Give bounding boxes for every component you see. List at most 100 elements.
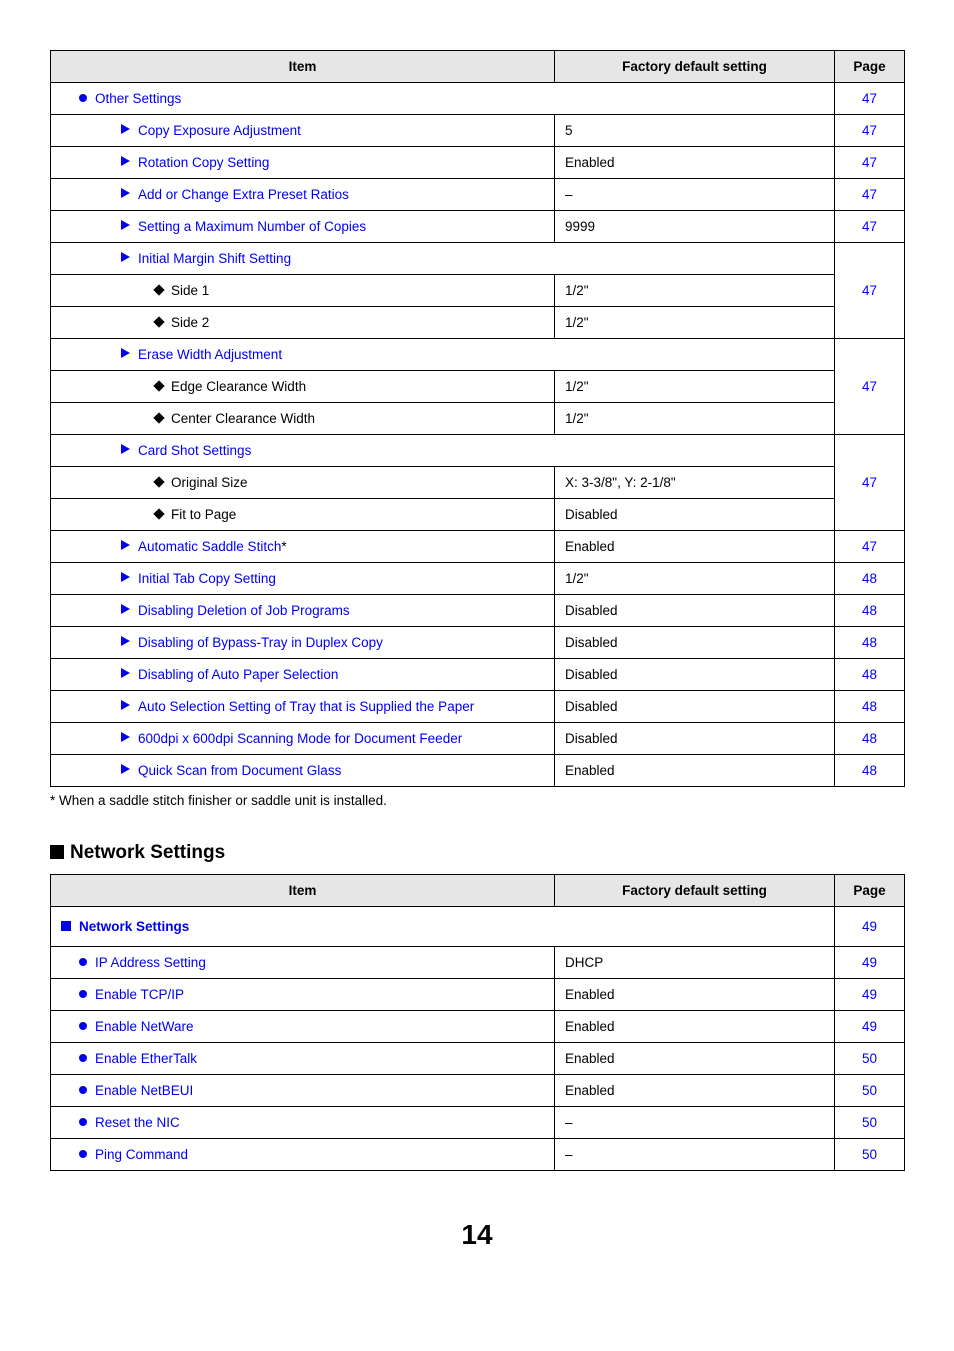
item-cell: Setting a Maximum Number of Copies	[51, 211, 555, 243]
table-row: Disabling of Bypass-Tray in Duplex Copy D…	[51, 627, 905, 659]
item-cell: Quick Scan from Document Glass	[51, 755, 555, 787]
value-cell: Disabled	[555, 659, 835, 691]
page-link[interactable]: 49	[835, 907, 905, 947]
setting-link[interactable]: Other Settings	[79, 91, 181, 106]
item-cell: Ping Command	[51, 1139, 555, 1171]
table-row: Enable TCP/IP Enabled49	[51, 979, 905, 1011]
item-cell: Rotation Copy Setting	[51, 147, 555, 179]
page-link[interactable]: 48	[835, 755, 905, 787]
table-row: Ping Command–50	[51, 1139, 905, 1171]
table-row: 600dpi x 600dpi Scanning Mode for Docume…	[51, 723, 905, 755]
setting-link[interactable]: Reset the NIC	[79, 1115, 180, 1130]
page-link[interactable]: 47	[835, 147, 905, 179]
value-cell: Enabled	[555, 755, 835, 787]
page-link[interactable]: 47	[835, 339, 905, 435]
page-link[interactable]: 47	[835, 115, 905, 147]
setting-link[interactable]: Disabling of Bypass-Tray in Duplex Copy	[121, 635, 383, 650]
setting-link[interactable]: IP Address Setting	[79, 955, 206, 970]
item-cell: Side 1	[51, 275, 555, 307]
value-cell: Disabled	[555, 723, 835, 755]
setting-link[interactable]: Ping Command	[79, 1147, 188, 1162]
page-link[interactable]: 50	[835, 1107, 905, 1139]
page-link[interactable]: 48	[835, 595, 905, 627]
item-cell: Other Settings	[51, 83, 835, 115]
page-link[interactable]: 48	[835, 627, 905, 659]
setting-link[interactable]: Card Shot Settings	[121, 443, 251, 458]
value-cell: –	[555, 1107, 835, 1139]
table-row: Disabling of Auto Paper Selection Disable…	[51, 659, 905, 691]
setting-link[interactable]: Setting a Maximum Number of Copies	[121, 219, 366, 234]
table-row: Copy Exposure Adjustment547	[51, 115, 905, 147]
setting-link[interactable]: Disabling Deletion of Job Programs	[121, 603, 350, 618]
item-cell: Enable EtherTalk	[51, 1043, 555, 1075]
table-row: Enable EtherTalk Enabled50	[51, 1043, 905, 1075]
table-row: Other Settings 47	[51, 83, 905, 115]
value-cell: Enabled	[555, 979, 835, 1011]
page-link[interactable]: 47	[835, 435, 905, 531]
section-heading-network: Network Settings	[50, 842, 904, 864]
setting-link[interactable]: Automatic Saddle Stitch	[121, 539, 281, 554]
setting-link[interactable]: Disabling of Auto Paper Selection	[121, 667, 338, 682]
setting-link[interactable]: Erase Width Adjustment	[121, 347, 282, 362]
table-row: Side 21/2"	[51, 307, 905, 339]
item-cell: 600dpi x 600dpi Scanning Mode for Docume…	[51, 723, 555, 755]
value-cell: X: 3-3/8", Y: 2-1/8"	[555, 467, 835, 499]
page-link[interactable]: 47	[835, 179, 905, 211]
item-cell: Card Shot Settings	[51, 435, 835, 467]
item-cell: Reset the NIC	[51, 1107, 555, 1139]
setting-link[interactable]: Add or Change Extra Preset Ratios	[121, 187, 349, 202]
page-link[interactable]: 50	[835, 1139, 905, 1171]
item-cell: IP Address Setting	[51, 947, 555, 979]
table-row: Enable NetWare Enabled49	[51, 1011, 905, 1043]
page-link[interactable]: 49	[835, 1011, 905, 1043]
item-cell: Auto Selection Setting of Tray that is S…	[51, 691, 555, 723]
page-link[interactable]: 47	[835, 531, 905, 563]
setting-link[interactable]: Enable EtherTalk	[79, 1051, 197, 1066]
setting-link[interactable]: Enable NetBEUI	[79, 1083, 193, 1098]
table-row: Fit to PageDisabled	[51, 499, 905, 531]
value-cell: Enabled	[555, 147, 835, 179]
setting-label: Side 1	[155, 283, 209, 298]
value-cell: Enabled	[555, 1043, 835, 1075]
setting-label: Side 2	[155, 315, 209, 330]
setting-link[interactable]: Enable TCP/IP	[79, 987, 184, 1002]
item-cell: Enable NetWare	[51, 1011, 555, 1043]
value-cell: 1/2"	[555, 275, 835, 307]
page-link[interactable]: 49	[835, 947, 905, 979]
page-link[interactable]: 48	[835, 691, 905, 723]
item-cell: Enable NetBEUI	[51, 1075, 555, 1107]
page-link[interactable]: 47	[835, 243, 905, 339]
page-number: 14	[50, 1219, 904, 1251]
page-link[interactable]: 48	[835, 723, 905, 755]
value-cell: Disabled	[555, 627, 835, 659]
header-item: Item	[51, 51, 555, 83]
setting-link[interactable]: Auto Selection Setting of Tray that is S…	[121, 699, 474, 714]
table-row: Add or Change Extra Preset Ratios –47	[51, 179, 905, 211]
table-row: Network Settings 49	[51, 907, 905, 947]
setting-link[interactable]: Initial Tab Copy Setting	[121, 571, 276, 586]
table-row: Card Shot Settings47	[51, 435, 905, 467]
value-cell: –	[555, 179, 835, 211]
setting-link[interactable]: Copy Exposure Adjustment	[121, 123, 301, 138]
header-page: Page	[835, 51, 905, 83]
setting-link[interactable]: Enable NetWare	[79, 1019, 194, 1034]
page-link[interactable]: 48	[835, 659, 905, 691]
setting-link[interactable]: Initial Margin Shift Setting	[121, 251, 291, 266]
setting-link[interactable]: Quick Scan from Document Glass	[121, 763, 341, 778]
value-cell: Disabled	[555, 691, 835, 723]
table-row: Auto Selection Setting of Tray that is S…	[51, 691, 905, 723]
setting-link[interactable]: 600dpi x 600dpi Scanning Mode for Docume…	[121, 731, 462, 746]
page-link[interactable]: 49	[835, 979, 905, 1011]
page-link[interactable]: 47	[835, 83, 905, 115]
page-link[interactable]: 50	[835, 1075, 905, 1107]
setting-link[interactable]: Network Settings	[61, 919, 189, 934]
setting-link[interactable]: Rotation Copy Setting	[121, 155, 269, 170]
value-cell: Disabled	[555, 499, 835, 531]
page-link[interactable]: 50	[835, 1043, 905, 1075]
value-cell: Enabled	[555, 1011, 835, 1043]
page-link[interactable]: 47	[835, 211, 905, 243]
value-cell: 1/2"	[555, 403, 835, 435]
item-cell: Edge Clearance Width	[51, 371, 555, 403]
page-link[interactable]: 48	[835, 563, 905, 595]
table-row: Reset the NIC –50	[51, 1107, 905, 1139]
